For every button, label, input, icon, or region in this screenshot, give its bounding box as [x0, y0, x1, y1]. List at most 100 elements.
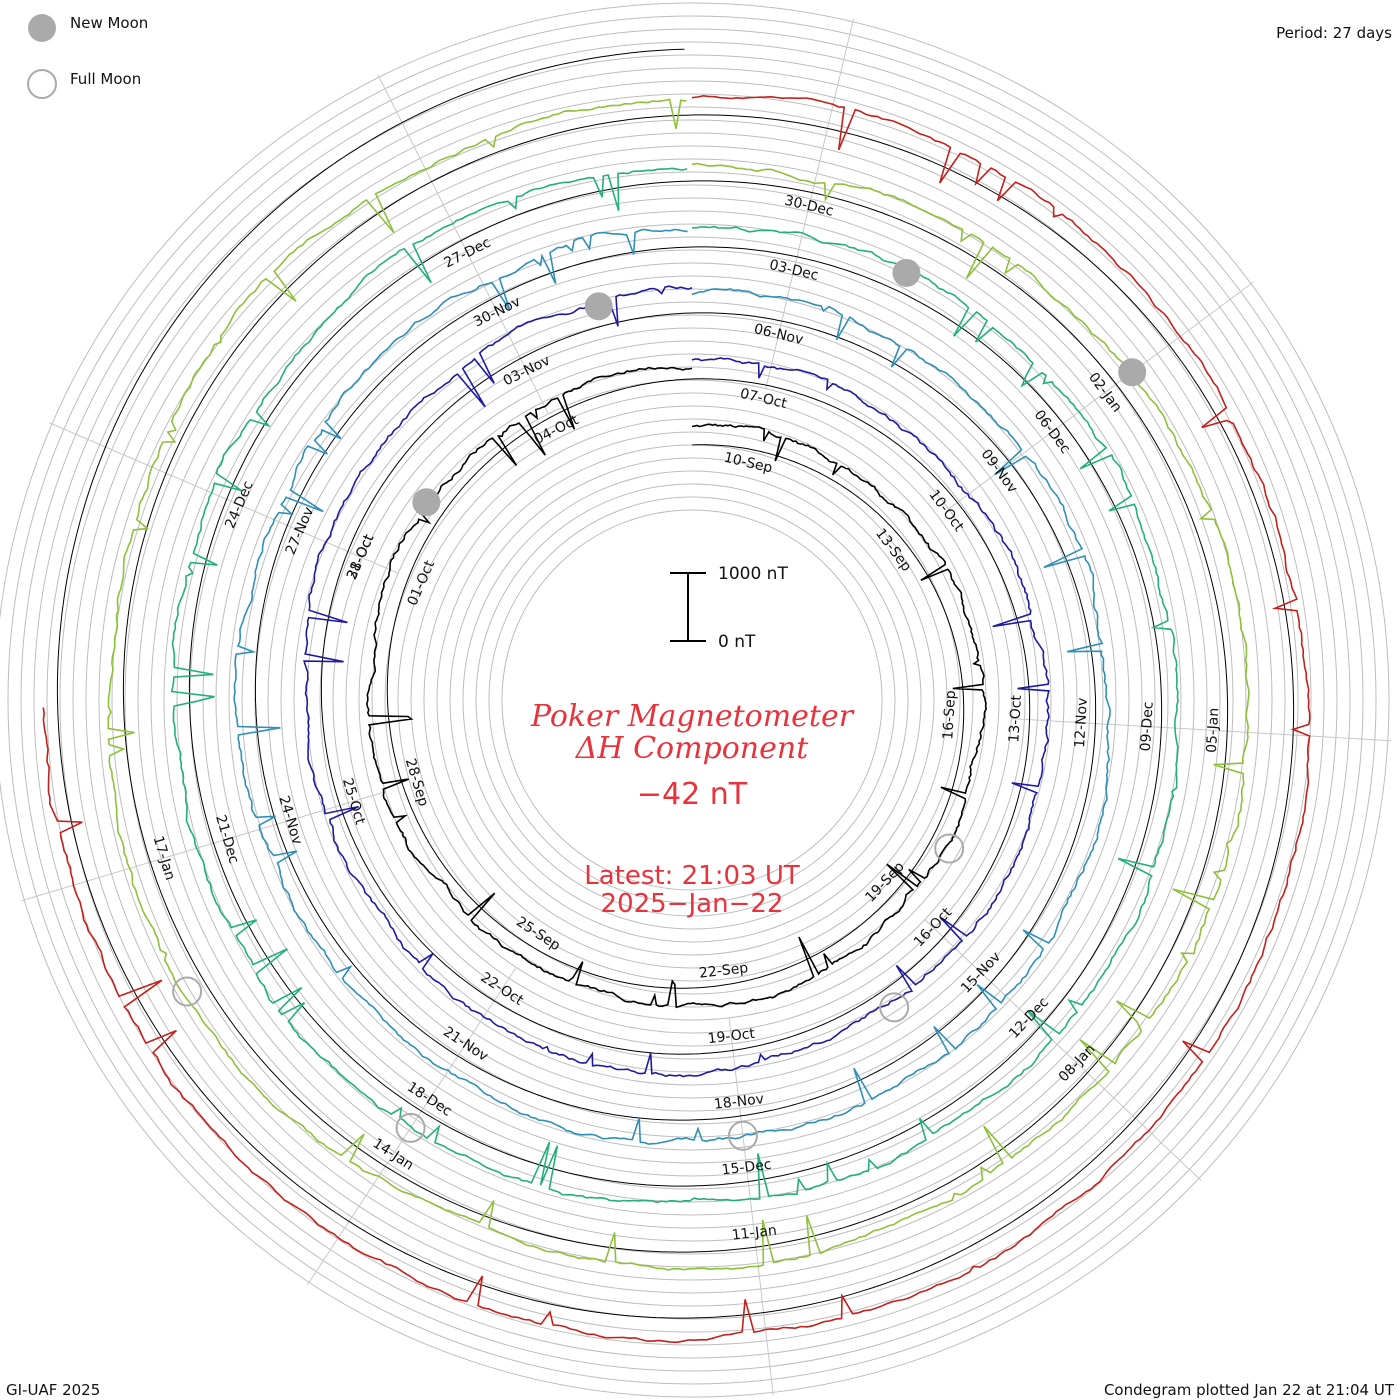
new-moon-legend-icon: [28, 14, 56, 42]
day-spoke: [306, 967, 517, 1286]
date-label: 22-Sep: [698, 960, 749, 982]
credit-label: GI-UAF 2025: [6, 1381, 100, 1399]
date-label: 13-Oct: [1006, 694, 1025, 743]
grid-ring: [449, 457, 935, 943]
date-label: 28-Sep: [402, 757, 432, 809]
grid-ring: [345, 353, 1039, 1047]
scale-top-label: 1000 nT: [718, 564, 788, 584]
full-moon-marker: [727, 1120, 758, 1151]
grid-ring: [423, 431, 961, 969]
grid-ring: [384, 392, 1000, 1008]
grid-ring: [397, 405, 987, 995]
grid-ring: [150, 158, 1234, 1242]
date-label: 12-Dec: [1006, 994, 1052, 1041]
grid-ring: [33, 41, 1351, 1359]
date-label: 11-Jan: [731, 1223, 778, 1244]
new-moon-marker: [584, 292, 613, 321]
new-moon-marker: [1118, 358, 1147, 387]
current-value: −42 nT: [637, 777, 748, 812]
full-moon-marker: [172, 976, 203, 1007]
full-moon-marker: [879, 992, 910, 1023]
moon-markers: [172, 258, 1147, 1151]
day-spoke: [49, 422, 399, 574]
date-label: 24-Nov: [275, 794, 305, 847]
scale-bottom-label: 0 nT: [718, 632, 756, 652]
grid-ring: [501, 509, 883, 891]
day-spoke: [924, 919, 1202, 1181]
grid-ring: [410, 418, 974, 982]
date-label: 01-Oct: [405, 558, 439, 608]
date-label: 07-Oct: [738, 386, 788, 413]
full-moon-legend-label: Full Moon: [70, 70, 141, 88]
grid-ring: [72, 80, 1312, 1320]
new-moon-marker: [892, 258, 921, 287]
date-label: 27-Nov: [283, 505, 318, 557]
grid-ring: [98, 106, 1286, 1294]
day-spoke: [765, 18, 854, 389]
latest-date: 2025−Jan−22: [601, 889, 784, 919]
grid-ring: [293, 301, 1091, 1099]
date-label: 10-Sep: [722, 450, 774, 477]
day-spoke: [377, 74, 549, 415]
trace-cycle-4: [170, 167, 1179, 1204]
date-label: 08-Jan: [1056, 1041, 1099, 1085]
date-label: 25-Oct: [339, 776, 368, 827]
day-spoke: [728, 1017, 774, 1396]
trace-cycle-5: [107, 98, 1250, 1271]
full-moon-legend-icon: [27, 69, 57, 99]
latest-time: Latest: 21:03 UT: [584, 861, 800, 891]
date-label: 22-Oct: [478, 969, 527, 1009]
chart-title-line1: Poker Magnetometer: [530, 699, 855, 734]
grid-ring: [462, 470, 922, 930]
date-label: 17-Jan: [150, 834, 178, 882]
date-label: 19-Sep: [862, 859, 908, 906]
grid-ring: [228, 236, 1156, 1164]
date-label: 09-Nov: [978, 447, 1021, 497]
grid-ring: [20, 28, 1364, 1372]
period-label: Period: 27 days: [1276, 24, 1392, 42]
grid-ring: [332, 340, 1052, 1060]
grid-ring: [7, 15, 1377, 1385]
date-label: 16-Sep: [940, 690, 959, 740]
date-label: 09-Dec: [1138, 701, 1157, 752]
grid-ring: [319, 327, 1065, 1073]
grid-ring: [475, 483, 909, 917]
grid-ring: [176, 184, 1208, 1216]
grid-ring: [371, 379, 1013, 1021]
grid-ring: [46, 54, 1338, 1346]
grid-ring: [280, 288, 1104, 1112]
date-label: 30-Nov: [471, 294, 523, 331]
date-label: 19-Oct: [707, 1026, 757, 1047]
trace-cycle-3: [233, 228, 1111, 1145]
scale-bar: [670, 572, 706, 642]
plotted-label: Condegram plotted Jan 22 at 21:04 UT: [1104, 1381, 1395, 1399]
date-label: 04-Oct: [532, 412, 582, 448]
day-spoke: [1011, 718, 1391, 742]
chart-title-line2: ΔH Component: [575, 731, 809, 766]
date-label: 03-Dec: [768, 257, 820, 284]
trace-cycle-2: [303, 285, 1050, 1078]
new-moon-marker: [412, 488, 441, 517]
date-label: 15-Dec: [721, 1157, 772, 1179]
reference-spiral: [56, 48, 1295, 1319]
grid-ring: [215, 223, 1169, 1177]
grid-ring: [137, 145, 1247, 1255]
trace-cycle-6: [42, 94, 1311, 1344]
full-moon-marker: [934, 833, 965, 864]
full-moon-marker: [395, 1112, 426, 1143]
grid-ring: [241, 249, 1143, 1151]
grid-ring: [358, 366, 1026, 1034]
grid-ring: [59, 67, 1325, 1333]
new-moon-legend-label: New Moon: [70, 14, 148, 32]
date-label: 05-Jan: [1204, 707, 1223, 753]
grid-ring: [85, 93, 1299, 1307]
reference-spiral-line: [56, 48, 1295, 1319]
grid-ring: [488, 496, 896, 904]
magnetometer-traces: [42, 94, 1311, 1344]
grid-ring: [124, 132, 1260, 1268]
grid-ring: [111, 119, 1273, 1281]
date-label: 18-Nov: [713, 1091, 765, 1113]
